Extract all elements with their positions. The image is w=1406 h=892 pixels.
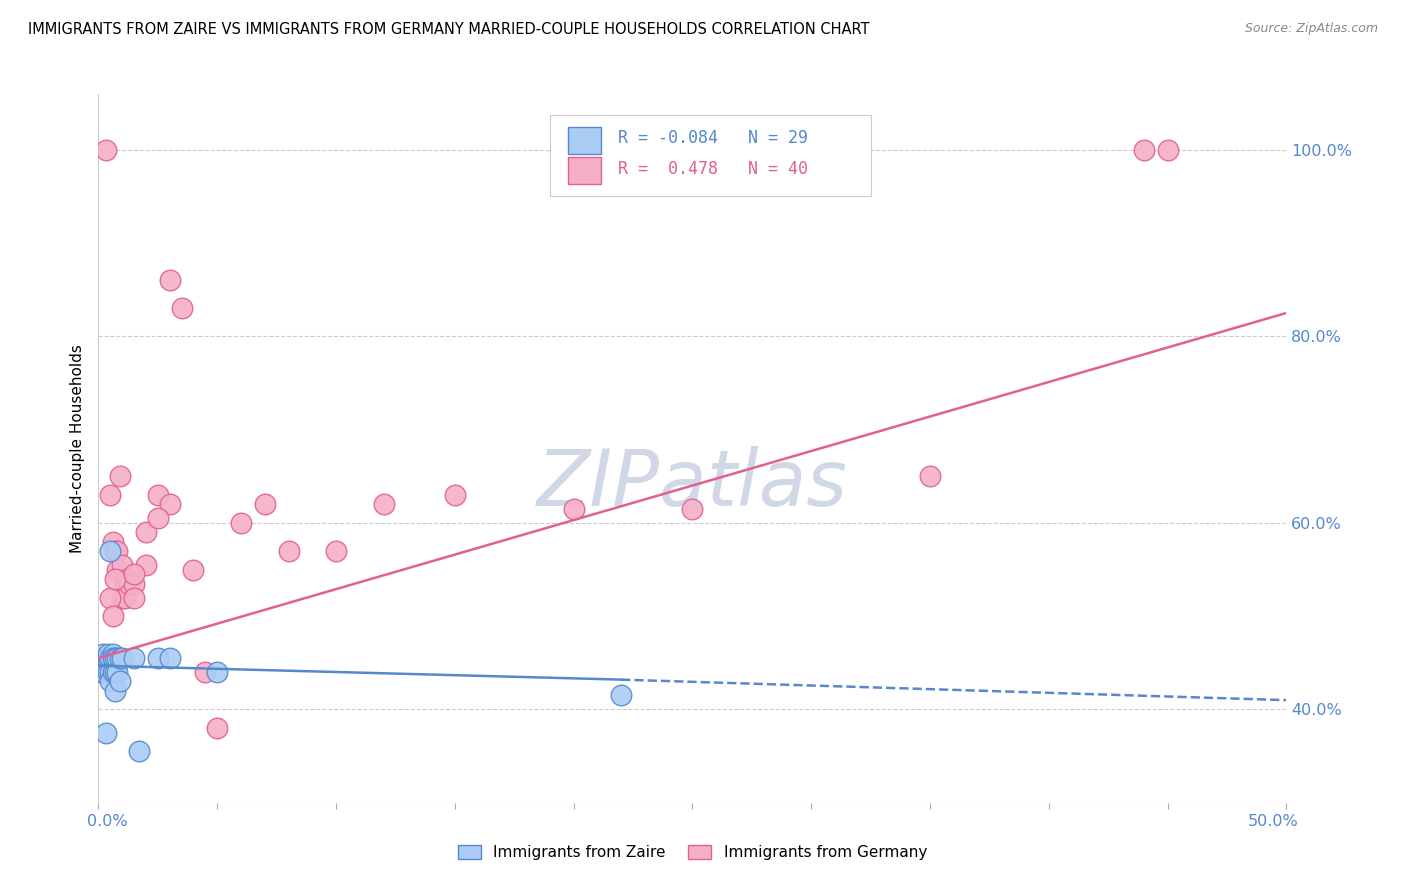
- Point: [118, 576, 141, 591]
- Point: [94, 143, 117, 157]
- Point: [91, 647, 114, 661]
- Point: [97, 665, 120, 680]
- Point: [111, 558, 134, 572]
- Point: [104, 683, 127, 698]
- Point: [682, 501, 704, 516]
- Y-axis label: Married-couple Households: Married-couple Households: [69, 343, 84, 553]
- Point: [610, 689, 633, 703]
- Point: [122, 591, 145, 605]
- Point: [101, 647, 124, 661]
- Point: [159, 273, 181, 287]
- Point: [444, 488, 467, 502]
- Point: [135, 558, 157, 572]
- Point: [373, 497, 395, 511]
- Bar: [568, 158, 600, 185]
- Point: [122, 567, 145, 582]
- Point: [1156, 143, 1178, 157]
- Point: [104, 572, 127, 586]
- Point: [91, 665, 114, 680]
- Point: [135, 525, 157, 540]
- Point: [146, 651, 169, 665]
- Point: [253, 497, 276, 511]
- Point: [97, 647, 120, 661]
- Point: [108, 651, 131, 665]
- Point: [170, 301, 193, 316]
- Point: [194, 665, 217, 680]
- Point: [183, 562, 205, 576]
- Text: 0.0%: 0.0%: [87, 814, 127, 829]
- Point: [114, 591, 136, 605]
- Point: [101, 651, 124, 665]
- Point: [98, 651, 121, 665]
- Point: [90, 665, 112, 680]
- Point: [229, 516, 252, 530]
- Point: [101, 609, 124, 624]
- Point: [94, 651, 117, 665]
- Point: [98, 544, 121, 558]
- Point: [1133, 143, 1156, 157]
- Text: R = -0.084   N = 29: R = -0.084 N = 29: [617, 129, 807, 147]
- Text: ZIPatlas: ZIPatlas: [537, 446, 848, 522]
- Point: [98, 488, 121, 502]
- Point: [115, 572, 138, 586]
- Point: [108, 674, 131, 689]
- Point: [562, 501, 585, 516]
- Point: [97, 651, 120, 665]
- Point: [107, 544, 129, 558]
- Point: [104, 651, 127, 665]
- Point: [107, 562, 129, 576]
- Point: [920, 469, 942, 483]
- Point: [101, 665, 124, 680]
- Point: [101, 534, 124, 549]
- Text: IMMIGRANTS FROM ZAIRE VS IMMIGRANTS FROM GERMANY MARRIED-COUPLE HOUSEHOLDS CORRE: IMMIGRANTS FROM ZAIRE VS IMMIGRANTS FROM…: [28, 22, 870, 37]
- Point: [207, 665, 229, 680]
- Point: [94, 726, 117, 740]
- Text: R =  0.478   N = 40: R = 0.478 N = 40: [617, 160, 807, 178]
- Point: [111, 591, 134, 605]
- Text: Source: ZipAtlas.com: Source: ZipAtlas.com: [1244, 22, 1378, 36]
- Point: [159, 497, 181, 511]
- Point: [98, 665, 121, 680]
- Point: [104, 665, 127, 680]
- Point: [98, 674, 121, 689]
- Point: [98, 591, 121, 605]
- Point: [277, 544, 299, 558]
- Point: [107, 651, 129, 665]
- Legend: Immigrants from Zaire, Immigrants from Germany: Immigrants from Zaire, Immigrants from G…: [451, 838, 934, 866]
- Point: [159, 651, 181, 665]
- Point: [146, 488, 169, 502]
- Point: [122, 576, 145, 591]
- Point: [104, 544, 127, 558]
- Point: [146, 511, 169, 525]
- Point: [325, 544, 347, 558]
- Bar: [568, 127, 600, 154]
- Point: [128, 744, 150, 758]
- Point: [122, 651, 145, 665]
- Point: [108, 469, 131, 483]
- Point: [111, 651, 134, 665]
- Bar: [550, 115, 870, 196]
- Point: [107, 665, 129, 680]
- Point: [114, 576, 136, 591]
- Point: [207, 721, 229, 735]
- Text: 50.0%: 50.0%: [1247, 814, 1298, 829]
